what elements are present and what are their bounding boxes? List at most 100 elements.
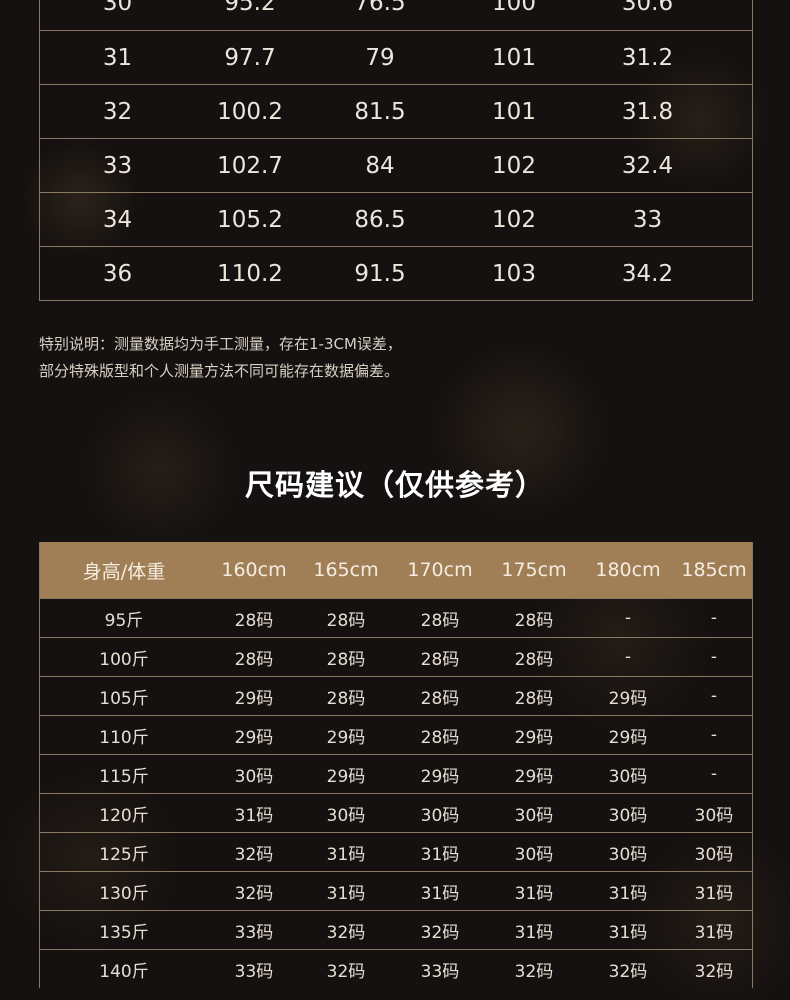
size-cell: 30码 bbox=[420, 805, 460, 826]
table-row: 120斤 31码 30码 30码 30码 30码 30码 bbox=[40, 793, 752, 832]
hip-cell: 91.5 bbox=[354, 260, 406, 287]
size-cell: 33 bbox=[102, 152, 133, 179]
size-cell: 32码 bbox=[326, 922, 366, 943]
leg-opening-cell: 32.4 bbox=[621, 152, 674, 179]
size-cell: 30码 bbox=[234, 766, 274, 787]
weight-cell: 120斤 bbox=[99, 805, 149, 826]
size-cell: 33码 bbox=[420, 961, 460, 982]
size-cell: 33码 bbox=[234, 961, 274, 982]
size-cell: 28码 bbox=[514, 688, 554, 709]
size-cell: 31码 bbox=[514, 883, 554, 904]
table-row: 31 97.7 79 101 31.2 bbox=[40, 30, 752, 84]
weight-cell: 100斤 bbox=[99, 649, 149, 670]
waist-cell: 102.7 bbox=[217, 152, 283, 179]
weight-cell: 125斤 bbox=[99, 844, 149, 865]
size-cell: 34 bbox=[102, 206, 133, 233]
size-cell: 30码 bbox=[608, 844, 648, 865]
size-cell: 31码 bbox=[694, 922, 734, 943]
size-cell: 30码 bbox=[514, 805, 554, 826]
size-cell: - bbox=[624, 647, 632, 667]
size-cell: 31 bbox=[102, 44, 133, 71]
table-row: 135斤 33码 32码 32码 31码 31码 31码 bbox=[40, 910, 752, 949]
size-cell: 32码 bbox=[234, 883, 274, 904]
header-cell: 170cm bbox=[407, 559, 473, 581]
size-cell: - bbox=[710, 764, 718, 784]
size-cell: 31码 bbox=[420, 844, 460, 865]
table-row: 115斤 30码 29码 29码 29码 30码 - bbox=[40, 754, 752, 793]
size-cell: 28码 bbox=[234, 649, 274, 670]
size-cell: 28码 bbox=[420, 688, 460, 709]
size-cell: 28码 bbox=[326, 649, 366, 670]
size-cell: 32码 bbox=[694, 961, 734, 982]
size-cell: 31码 bbox=[326, 844, 366, 865]
header-cell: 175cm bbox=[501, 559, 567, 581]
table-row: 125斤 32码 31码 31码 30码 30码 30码 bbox=[40, 832, 752, 871]
weight-cell: 130斤 bbox=[99, 883, 149, 904]
leg-opening-cell: 31.8 bbox=[621, 98, 674, 125]
size-cell: 31码 bbox=[608, 883, 648, 904]
leg-opening-cell: 31.2 bbox=[621, 44, 674, 71]
size-cell: 30 bbox=[102, 0, 133, 16]
size-cell: 29码 bbox=[326, 727, 366, 748]
size-cell: 29码 bbox=[514, 727, 554, 748]
hip-cell: 79 bbox=[365, 44, 395, 71]
size-cell: 32码 bbox=[420, 922, 460, 943]
size-cell: 32码 bbox=[326, 961, 366, 982]
table-row: 140斤 33码 32码 33码 32码 32码 32码 bbox=[40, 949, 752, 988]
size-cell: 31码 bbox=[420, 883, 460, 904]
size-cell: 28码 bbox=[514, 610, 554, 631]
table-row: 34 105.2 86.5 102 33 bbox=[40, 192, 752, 246]
table-row: 100斤 28码 28码 28码 28码 - - bbox=[40, 637, 752, 676]
size-cell: 30码 bbox=[694, 805, 734, 826]
note-line: 特别说明：测量数据均为手工测量，存在1-3CM误差， bbox=[39, 335, 402, 353]
header-cell: 185cm bbox=[681, 559, 747, 581]
size-cell: 31码 bbox=[694, 883, 734, 904]
size-cell: 28码 bbox=[420, 649, 460, 670]
table-row: 130斤 32码 31码 31码 31码 31码 31码 bbox=[40, 871, 752, 910]
size-cell: 30码 bbox=[694, 844, 734, 865]
table-row: 36 110.2 91.5 103 34.2 bbox=[40, 246, 752, 300]
size-cell: 31码 bbox=[326, 883, 366, 904]
length-cell: 100 bbox=[492, 0, 536, 16]
size-cell: 28码 bbox=[420, 610, 460, 631]
header-cell: 180cm bbox=[595, 559, 661, 581]
waist-cell: 97.7 bbox=[224, 44, 276, 71]
table-row: 105斤 29码 28码 28码 28码 29码 - bbox=[40, 676, 752, 715]
size-cell: 30码 bbox=[608, 805, 648, 826]
size-cell: 29码 bbox=[234, 727, 274, 748]
measurement-table: 30 95.2 76.5 100 30.6 31 97.7 79 101 31.… bbox=[39, 0, 753, 301]
hip-cell: 76.5 bbox=[354, 0, 406, 16]
size-cell: 31码 bbox=[514, 922, 554, 943]
waist-cell: 100.2 bbox=[217, 98, 283, 125]
length-cell: 102 bbox=[492, 152, 536, 179]
table-row: 110斤 29码 29码 28码 29码 29码 - bbox=[40, 715, 752, 754]
hip-cell: 86.5 bbox=[354, 206, 406, 233]
leg-opening-cell: 34.2 bbox=[621, 260, 674, 287]
weight-cell: 110斤 bbox=[99, 727, 149, 748]
size-cell: 28码 bbox=[326, 610, 366, 631]
size-cell: - bbox=[710, 686, 718, 706]
leg-opening-cell: 33 bbox=[632, 206, 663, 233]
table-row: 33 102.7 84 102 32.4 bbox=[40, 138, 752, 192]
weight-cell: 135斤 bbox=[99, 922, 149, 943]
size-cell: 31码 bbox=[234, 805, 274, 826]
size-cell: 31码 bbox=[608, 922, 648, 943]
size-cell: 32码 bbox=[608, 961, 648, 982]
size-cell: 29码 bbox=[514, 766, 554, 787]
weight-cell: 105斤 bbox=[99, 688, 149, 709]
size-cell: - bbox=[710, 608, 718, 628]
table-header: 身高/体重 160cm 165cm 170cm 175cm 180cm 185c… bbox=[40, 542, 752, 598]
hip-cell: 81.5 bbox=[354, 98, 406, 125]
length-cell: 103 bbox=[492, 260, 536, 287]
weight-cell: 115斤 bbox=[99, 766, 149, 787]
size-cell: 28码 bbox=[326, 688, 366, 709]
size-cell: 29码 bbox=[608, 727, 648, 748]
header-cell: 身高/体重 bbox=[82, 560, 166, 583]
size-cell: - bbox=[710, 647, 718, 667]
size-recommendation-table: 身高/体重 160cm 165cm 170cm 175cm 180cm 185c… bbox=[39, 542, 753, 988]
hip-cell: 84 bbox=[365, 152, 395, 179]
size-cell: 32码 bbox=[234, 844, 274, 865]
size-cell: 30码 bbox=[326, 805, 366, 826]
size-cell: 33码 bbox=[234, 922, 274, 943]
size-cell: 30码 bbox=[514, 844, 554, 865]
